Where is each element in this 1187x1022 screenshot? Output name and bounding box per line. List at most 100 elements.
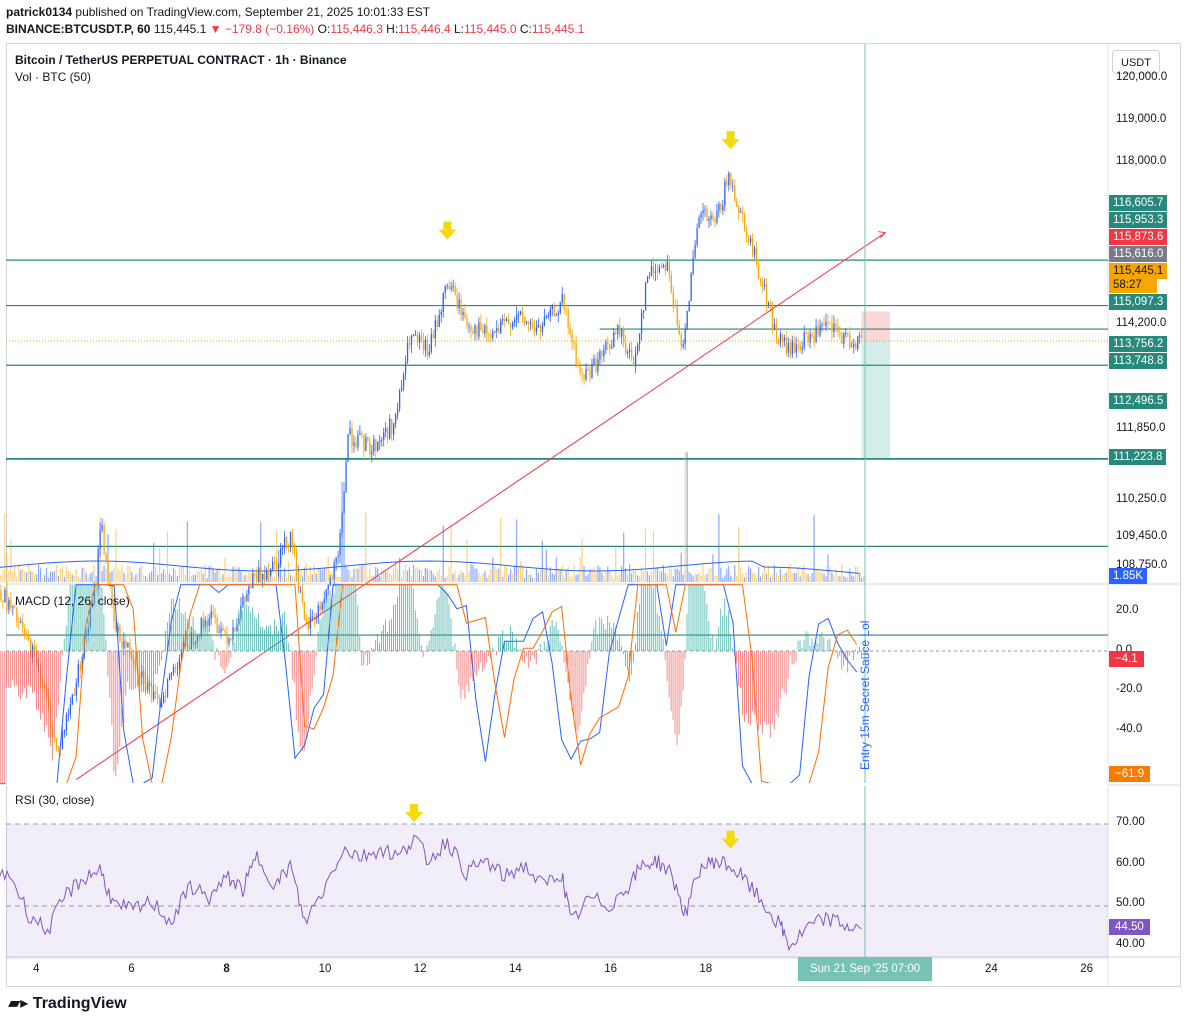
publisher-name[interactable]: patrick0134	[6, 5, 73, 19]
volume-bar	[222, 574, 224, 582]
candle-body	[512, 322, 514, 328]
macd-histogram-bar	[111, 651, 113, 726]
candle-body	[220, 628, 222, 633]
candle-body	[861, 335, 863, 338]
macd-histogram-bar	[452, 646, 454, 651]
volume-bar	[468, 571, 470, 582]
volume-bar	[742, 573, 744, 582]
macd-histogram-bar	[385, 620, 386, 651]
candle-body	[391, 418, 393, 435]
candle-body	[168, 674, 171, 681]
candle-body	[218, 632, 220, 634]
macd-histogram-bar	[143, 651, 145, 692]
candle-body	[789, 342, 791, 355]
volume-bar	[194, 574, 196, 582]
rsi-line	[0, 834, 862, 951]
candle-body	[531, 322, 534, 328]
volume-bar	[226, 576, 228, 582]
macd-histogram-bar	[85, 584, 87, 651]
stop-loss-zone	[861, 311, 891, 341]
volume-bar	[202, 573, 204, 582]
open-value: 115,446.3	[330, 22, 383, 36]
macd-histogram-bar	[331, 594, 333, 651]
volume-bar	[162, 569, 165, 582]
macd-histogram-bar	[593, 627, 595, 651]
macd-histogram-bar	[529, 651, 531, 662]
macd-histogram-bar	[206, 621, 208, 651]
candle-body	[496, 328, 498, 332]
macd-histogram-bar	[285, 624, 287, 651]
volume-bar	[765, 573, 768, 582]
candle-body	[18, 621, 20, 623]
chart-title: Bitcoin / TetherUS PERPETUAL CONTRACT · …	[15, 53, 347, 67]
macd-histogram-bar	[145, 651, 146, 696]
volume-bar	[61, 566, 63, 582]
candle-body	[454, 285, 456, 296]
macd-histogram-bar	[640, 584, 642, 651]
candle-body	[325, 589, 327, 600]
macd-histogram-bar	[365, 651, 367, 655]
candle-body	[843, 333, 845, 344]
macd-histogram-bar	[402, 584, 404, 651]
macd-histogram-bar	[387, 631, 388, 651]
volume-bar	[115, 529, 117, 582]
volume-bar	[849, 569, 851, 582]
volume-bar	[315, 573, 317, 582]
macd-histogram-bar	[446, 594, 448, 651]
macd-axis-tick: 20.0	[1116, 604, 1139, 616]
candle-body	[494, 331, 496, 333]
candle-body	[823, 324, 825, 326]
volume-bar	[664, 573, 666, 582]
candle-body	[571, 334, 573, 343]
macd-histogram-bar	[83, 584, 85, 651]
macd-histogram-bar	[266, 625, 267, 651]
macd-axis-tick: -20.0	[1116, 683, 1143, 695]
candle-body	[753, 248, 756, 256]
macd-histogram-bar	[168, 613, 170, 651]
volume-bar	[79, 577, 81, 582]
candle-body	[268, 570, 270, 576]
candle-body	[535, 327, 538, 332]
macd-histogram-bar	[849, 651, 851, 656]
candle-body	[835, 323, 837, 327]
volume-bar	[337, 576, 339, 582]
candle-body	[510, 323, 512, 328]
macd-histogram-bar	[8, 651, 10, 688]
candle-body	[623, 329, 625, 344]
volume-bar	[369, 568, 371, 582]
volume-bar	[817, 569, 819, 582]
candle-body	[607, 342, 609, 345]
volume-bar	[414, 568, 417, 582]
macd-histogram-bar	[605, 629, 607, 651]
candle-body	[313, 616, 315, 620]
candle-body	[272, 561, 274, 570]
macd-histogram-bar	[585, 651, 587, 687]
volume-bar	[127, 565, 129, 582]
volume-bar	[26, 572, 28, 582]
candle-body	[597, 359, 599, 372]
candle-body	[111, 584, 113, 601]
candle-body	[468, 326, 470, 328]
volume-bar	[714, 575, 716, 582]
volume-bar	[763, 564, 766, 582]
volume-bar	[488, 574, 490, 582]
macd-histogram-bar	[432, 627, 434, 651]
volume-bar	[462, 572, 464, 582]
candle-body	[569, 327, 571, 335]
candle-body	[694, 244, 696, 258]
macd-histogram-bar	[809, 645, 811, 651]
volume-bar	[367, 577, 369, 582]
volume-bar	[20, 569, 22, 582]
candle-body	[107, 562, 109, 582]
candle-body	[813, 336, 815, 343]
volume-bar	[6, 552, 8, 582]
volume-bar	[63, 576, 65, 582]
macd-histogram-bar	[771, 651, 773, 724]
tradingview-logo[interactable]: ▰▸ TradingView	[8, 993, 127, 1013]
macd-histogram-bar	[420, 644, 422, 651]
volume-bar	[478, 573, 480, 582]
volume-bar	[690, 573, 692, 582]
volume-bar	[113, 567, 115, 582]
currency-button[interactable]: USDT	[1112, 50, 1160, 74]
